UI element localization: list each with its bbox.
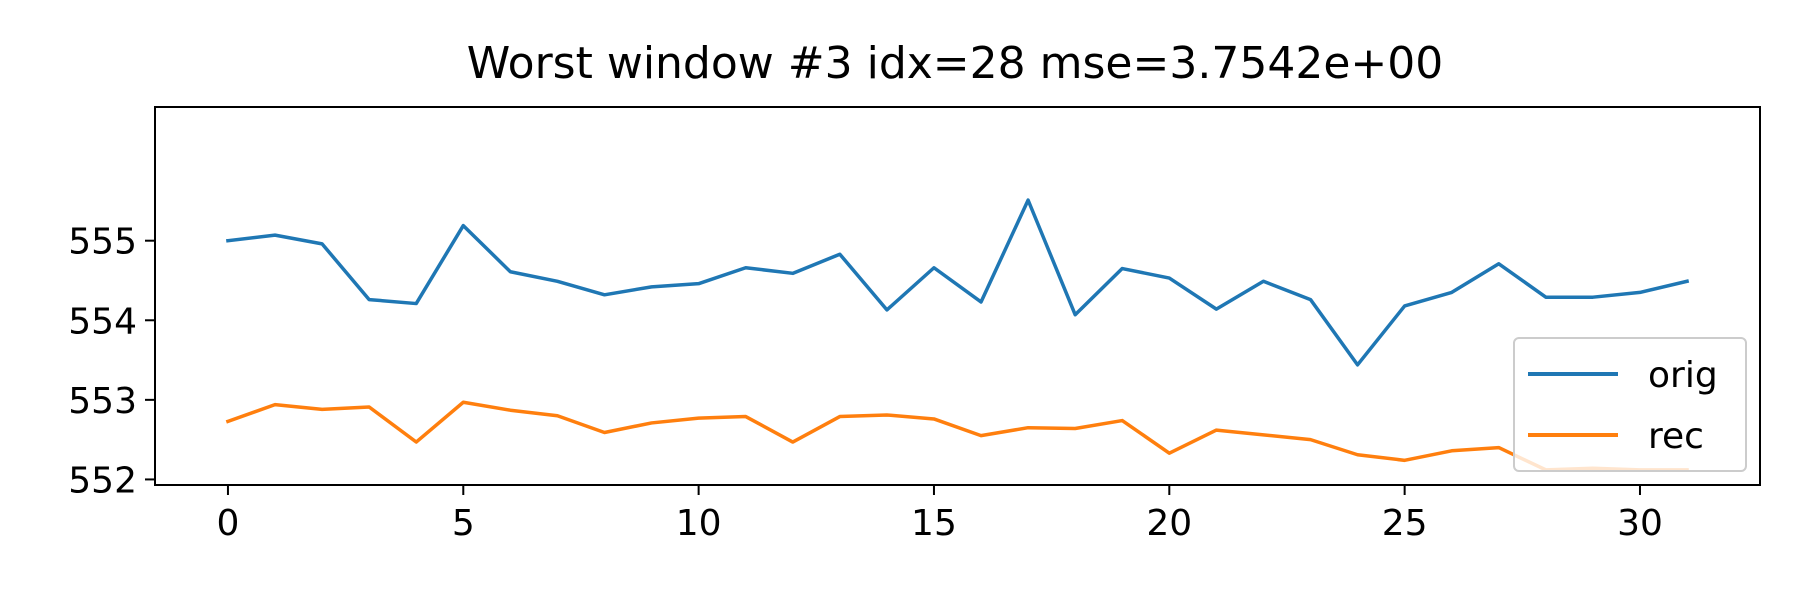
x-tick-label: 25	[1382, 503, 1428, 544]
x-axis: 0 5 10 15 20 25 30	[217, 485, 1663, 544]
x-tick-label: 5	[452, 503, 475, 544]
x-tick-label: 15	[911, 503, 957, 544]
x-tick-label: 0	[217, 503, 240, 544]
y-tick-label: 552	[68, 460, 137, 501]
x-tick-label: 10	[676, 503, 722, 544]
legend-label-orig: orig	[1648, 355, 1718, 396]
y-tick-label: 553	[68, 381, 137, 422]
series-line-rec	[225, 400, 1689, 472]
series-line-orig	[226, 198, 1690, 367]
series-layer	[225, 198, 1690, 472]
y-tick-label: 555	[68, 222, 137, 263]
legend-box	[1513, 337, 1747, 472]
x-tick-label: 30	[1617, 503, 1663, 544]
chart-title: Worst window #3 idx=28 mse=3.7542e+00	[467, 38, 1444, 89]
legend-label-rec: rec	[1648, 416, 1704, 457]
legend: orig rec	[1513, 337, 1747, 472]
axes-frame	[154, 106, 1761, 486]
x-tick-label: 20	[1146, 503, 1192, 544]
y-axis: 552 553 554 555	[68, 222, 155, 501]
y-tick-label: 554	[68, 301, 137, 342]
